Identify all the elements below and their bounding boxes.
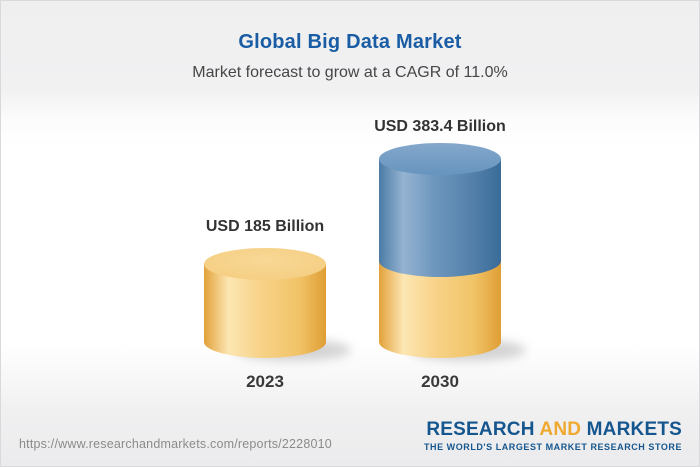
research-and-markets-logo: RESEARCH AND MARKETS THE WORLD'S LARGEST… [424,420,682,452]
bar-2023-cylinder [204,248,326,358]
bar-2030-cylinder [379,143,501,358]
source-url: https://www.researchandmarkets.com/repor… [19,437,332,451]
chart-title: Global Big Data Market [238,31,462,53]
logo-word-research: RESEARCH [426,419,535,440]
logo-tagline: THE WORLD'S LARGEST MARKET RESEARCH STOR… [423,442,682,452]
axis-label-2023: 2023 [246,372,284,391]
value-label-2030: USD 383.4 Billion [374,118,506,135]
logo-word-markets: MARKETS [586,419,682,440]
logo-word-and: AND [539,419,582,440]
bar-2030-base-segment [379,261,501,358]
axis-label-2030: 2030 [421,372,459,391]
chart-header: Global Big Data Market Market forecast t… [1,1,699,82]
chart-subtitle: Market forecast to grow at a CAGR of 11.… [192,64,508,81]
value-label-2023: USD 185 Billion [205,218,325,235]
bar-2030-growth-segment [379,159,501,277]
logo-wordmark: RESEARCH AND MARKETS [424,420,682,439]
